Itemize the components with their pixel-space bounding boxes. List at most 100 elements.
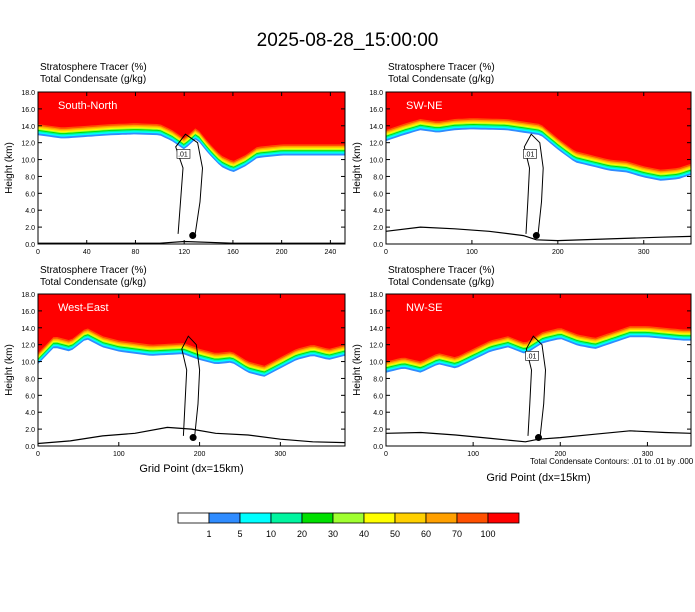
y-tick-label: 14.0	[21, 326, 35, 333]
y-tick-label: 18.0	[369, 292, 383, 299]
x-tick-label: 0	[384, 249, 388, 256]
colorbar-swatch	[487, 512, 520, 524]
y-tick-label: 6.0	[25, 191, 35, 198]
x-tick-label: 0	[384, 451, 388, 458]
contour-footnote: Total Condensate Contours: .01 to .01 by…	[530, 457, 694, 466]
panel-nw-se: .01 NW-SE 0.0 2.0 4.0 6.0 8.0 10.0 12.0 14.0 16.0 1…	[352, 292, 692, 484]
plot-frame	[385, 293, 692, 447]
contour-label-box	[176, 149, 191, 159]
colorbar-swatch	[270, 512, 303, 524]
panel-title-line1: Stratosphere Tracer (%)	[388, 265, 495, 276]
x-tick-label: 0	[36, 249, 40, 256]
plot-frame	[385, 91, 692, 245]
panel-title-west-east: Stratosphere Tracer (%) Total Condensate…	[40, 265, 147, 289]
y-tick-label: 16.0	[21, 309, 35, 316]
location-marker	[535, 434, 542, 442]
panel-south-north: .01 South-North 0.0 2.0 4.0 6.0 8.0 10.0 12.0 14.…	[4, 90, 346, 256]
colorbar-swatch	[301, 512, 334, 524]
panel-west-east: West-East 0.0 2.0 4.0 6.0 8.0 10.0 12.0 14.0 16.0…	[4, 292, 346, 475]
colorbar-swatch	[363, 512, 396, 524]
colorbar-swatch	[208, 512, 241, 524]
contour-label: .01	[527, 353, 537, 360]
x-tick-label: 200	[276, 249, 288, 256]
panel-sw-ne: .01 SW-NE 0.0 2.0 4.0 6.0 8.0 10.0 12.0 14.0 16.0 1…	[352, 90, 692, 256]
y-axis-label: Height (km)	[352, 344, 363, 396]
x-tick-label: 80	[132, 249, 140, 256]
panel-title-line1: Stratosphere Tracer (%)	[388, 62, 495, 73]
colorbar-label: 5	[237, 529, 242, 539]
colorbar-label: 60	[421, 529, 431, 539]
colorbar-label: 10	[266, 529, 276, 539]
x-tick-label: 300	[642, 451, 654, 458]
contour-label: .01	[525, 151, 535, 158]
panel-label: South-North	[58, 100, 117, 112]
location-marker	[189, 434, 197, 442]
x-axis-label: Grid Point (dx=15km)	[139, 463, 243, 475]
x-tick-label: 100	[467, 451, 479, 458]
y-tick-label: 12.0	[369, 141, 383, 148]
colorbar-swatch	[239, 512, 272, 524]
y-tick-label: 8.0	[25, 376, 35, 383]
y-tick-label: 4.0	[25, 208, 35, 215]
y-tick-label: 16.0	[369, 107, 383, 114]
panel-title-line1: Stratosphere Tracer (%)	[40, 62, 147, 73]
y-tick-label: 14.0	[21, 124, 35, 131]
y-tick-label: 16.0	[369, 309, 383, 316]
y-tick-label: 12.0	[369, 343, 383, 350]
tracer-band-100	[38, 92, 345, 160]
condensate-contour	[525, 335, 547, 436]
terrain-line	[37, 426, 346, 445]
contour-label-box	[523, 149, 537, 159]
y-tick-label: 14.0	[369, 124, 383, 131]
x-tick-label: 0	[36, 451, 40, 458]
x-axis-label: Grid Point (dx=15km)	[486, 472, 590, 484]
panel-title-line2: Total Condensate (g/kg)	[388, 74, 495, 85]
panel-title-nw-se: Stratosphere Tracer (%) Total Condensate…	[388, 265, 495, 289]
colorbar-swatch	[177, 512, 210, 524]
y-tick-label: 10.0	[369, 360, 383, 367]
y-tick-label: 4.0	[373, 410, 383, 417]
panel-title-line2: Total Condensate (g/kg)	[388, 277, 495, 288]
y-tick-label: 10.0	[21, 158, 35, 165]
y-tick-label: 4.0	[373, 208, 383, 215]
colorbar-swatch	[456, 512, 489, 524]
panel-label: NW-SE	[406, 302, 442, 314]
y-tick-label: 2.0	[373, 427, 383, 434]
x-tick-label: 240	[325, 249, 337, 256]
y-tick-label: 0.0	[25, 242, 35, 249]
colorbar-label: 1	[206, 529, 211, 539]
x-tick-label: 100	[466, 249, 478, 256]
x-tick-label: 300	[638, 249, 650, 256]
colorbar-label: 40	[359, 529, 369, 539]
y-tick-label: 8.0	[25, 174, 35, 181]
y-tick-label: 12.0	[21, 343, 35, 350]
panel-title-line2: Total Condensate (g/kg)	[40, 74, 147, 85]
y-axis-label: Height (km)	[4, 142, 15, 194]
y-tick-label: 16.0	[21, 107, 35, 114]
plot-frame	[37, 91, 346, 245]
y-tick-label: 6.0	[373, 393, 383, 400]
y-tick-label: 0.0	[373, 242, 383, 249]
colorbar-swatch	[394, 512, 427, 524]
colorbar-label: 30	[328, 529, 338, 539]
x-tick-label: 200	[554, 451, 566, 458]
y-axis-label: Height (km)	[4, 344, 15, 396]
y-tick-label: 10.0	[369, 158, 383, 165]
y-tick-label: 14.0	[369, 326, 383, 333]
figure-title: 2025-08-28_15:00:00	[256, 30, 439, 51]
plot-frame	[37, 293, 346, 447]
y-tick-label: 12.0	[21, 141, 35, 148]
colorbar-swatch	[425, 512, 458, 524]
x-tick-label: 300	[275, 451, 287, 458]
colorbar-label: 50	[390, 529, 400, 539]
colorbar-label: 20	[297, 529, 307, 539]
x-tick-label: 200	[194, 451, 206, 458]
y-tick-label: 8.0	[373, 174, 383, 181]
panel-title-south-north: Stratosphere Tracer (%) Total Condensate…	[40, 62, 147, 86]
x-tick-label: 120	[178, 249, 190, 256]
panel-label: SW-NE	[406, 100, 442, 112]
panel-label: West-East	[58, 302, 109, 314]
colorbar-swatch	[332, 512, 365, 524]
condensate-contour	[181, 335, 201, 436]
